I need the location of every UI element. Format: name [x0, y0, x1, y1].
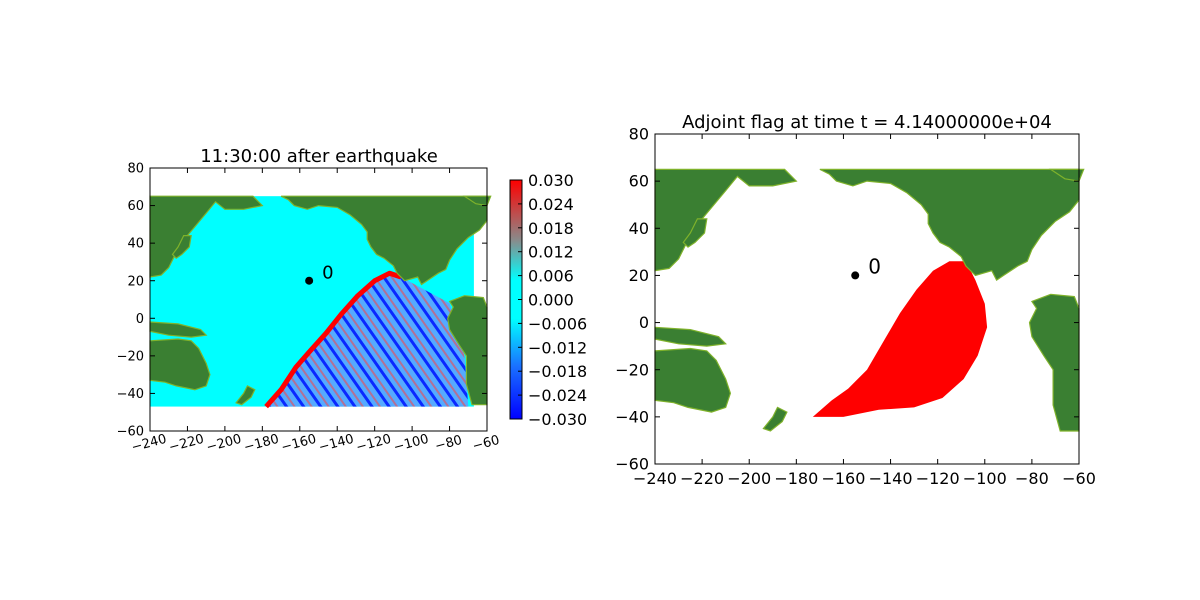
x-tick-label: −200: [727, 469, 771, 488]
land-mass: [762, 406, 788, 432]
colorbar-tick-label: 0.000: [528, 291, 574, 310]
colorbar-tick-label: −0.018: [528, 362, 587, 381]
gauge-marker-label: 0: [868, 254, 881, 278]
x-tick-label: −60: [471, 433, 501, 455]
y-tick-label: −40: [117, 387, 144, 402]
colorbar-tick-label: −0.024: [528, 386, 587, 405]
y-tick-label: 20: [629, 266, 649, 285]
right-marker: 0: [851, 254, 881, 280]
y-tick-label: −20: [615, 360, 649, 379]
y-tick-label: 60: [629, 172, 649, 191]
y-tick-label: 80: [629, 125, 649, 144]
flagged-region: [812, 261, 988, 417]
right-plot-frame: [654, 133, 1080, 465]
left-y-axis: −60 −40 −20 0 20 40 60 80: [117, 162, 487, 440]
gauge-marker-label: 0: [322, 263, 333, 284]
wave-ripple-region: [266, 273, 469, 407]
land-mass: [149, 195, 264, 278]
colorbar-tick-label: −0.006: [528, 314, 587, 333]
x-tick-label: −60: [1062, 469, 1096, 488]
land-mass: [149, 338, 211, 391]
y-tick-label: 0: [136, 312, 144, 327]
land-mass: [654, 168, 798, 272]
y-tick-label: 20: [127, 274, 144, 289]
y-tick-label: −60: [615, 455, 649, 474]
colorbar-tick-label: −0.030: [528, 410, 587, 429]
x-tick-label: −220: [680, 469, 724, 488]
colorbar-ticks: 0.030 0.024 0.018 0.012 0.006 0.000 −0.006 −0.0…: [518, 171, 587, 429]
land-mass: [654, 326, 727, 347]
right-y-axis: −60 −40 −20 0 20 40 60 80: [615, 125, 1079, 474]
x-tick-label: −240: [633, 469, 677, 488]
y-tick-label: 0: [639, 313, 649, 332]
right-plot-title: Adjoint flag at time t = 4.14000000e+04: [682, 112, 1052, 133]
x-tick-label: −120: [355, 432, 393, 456]
y-tick-label: −20: [117, 349, 144, 364]
y-tick-label: 60: [127, 199, 144, 214]
right-x-axis: −240 −220 −200 −180 −160 −140 −120 −100 −80 −60: [633, 134, 1096, 488]
right-flag-field: [812, 261, 988, 417]
x-tick-label: −140: [317, 432, 355, 456]
x-tick-label: −100: [392, 432, 430, 456]
x-tick-label: −180: [774, 469, 818, 488]
land-mass: [235, 385, 256, 406]
land-mass: [280, 195, 488, 286]
land-mass: [447, 295, 488, 406]
x-tick-label: −220: [167, 432, 205, 456]
colorbar-tick-label: 0.006: [528, 267, 574, 286]
leading-wavefront: [264, 270, 402, 409]
y-tick-label: 80: [127, 162, 144, 177]
gauge-marker-dot: [851, 271, 860, 280]
y-tick-label: −40: [615, 407, 649, 426]
x-tick-label: −140: [869, 469, 913, 488]
left-land-masses: [149, 195, 492, 406]
land-mass: [171, 235, 192, 259]
colorbar-tick-label: 0.024: [528, 195, 574, 214]
land-mass: [149, 321, 208, 338]
land-mass: [1028, 293, 1080, 432]
colorbar-tick-label: 0.012: [528, 243, 574, 262]
x-tick-label: −160: [821, 469, 865, 488]
land-mass: [819, 168, 1080, 281]
gauge-marker-dot: [305, 276, 314, 285]
x-tick-label: −80: [433, 433, 463, 455]
x-tick-label: −100: [963, 469, 1007, 488]
right-land-masses: [654, 168, 1085, 432]
y-tick-label: 40: [127, 237, 144, 252]
y-tick-label: 40: [629, 219, 649, 238]
x-tick-label: −80: [1015, 469, 1049, 488]
x-tick-label: −160: [280, 432, 318, 456]
colorbar-tick-label: 0.030: [528, 171, 574, 190]
x-tick-label: −200: [205, 432, 243, 456]
left-plot-title: 11:30:00 after earthquake: [200, 146, 438, 167]
colorbar: 0.030 0.024 0.018 0.012 0.006 0.000 −0.006 −0.0…: [509, 171, 587, 429]
left-marker: 0: [305, 263, 334, 285]
right-plot: Adjoint flag at time t = 4.14000000e+04 …: [615, 112, 1096, 488]
colorbar-tick-label: −0.012: [528, 338, 587, 357]
land-mass: [654, 347, 732, 413]
left-plot: 11:30:00 after earthquake −240 −220 −200 −1…: [117, 146, 502, 455]
x-tick-label: −180: [242, 432, 280, 456]
land-mass: [682, 218, 708, 248]
x-tick-label: −120: [916, 469, 960, 488]
left-plot-frame: [149, 167, 488, 432]
y-tick-label: −60: [117, 425, 144, 440]
colorbar-tick-label: 0.018: [528, 219, 574, 238]
